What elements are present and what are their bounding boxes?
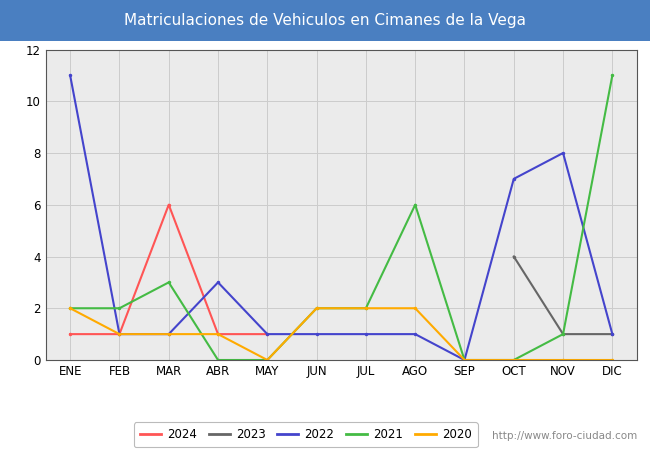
Text: Matriculaciones de Vehiculos en Cimanes de la Vega: Matriculaciones de Vehiculos en Cimanes … (124, 13, 526, 28)
Legend: 2024, 2023, 2022, 2021, 2020: 2024, 2023, 2022, 2021, 2020 (134, 423, 478, 447)
Text: http://www.foro-ciudad.com: http://www.foro-ciudad.com (492, 431, 637, 441)
